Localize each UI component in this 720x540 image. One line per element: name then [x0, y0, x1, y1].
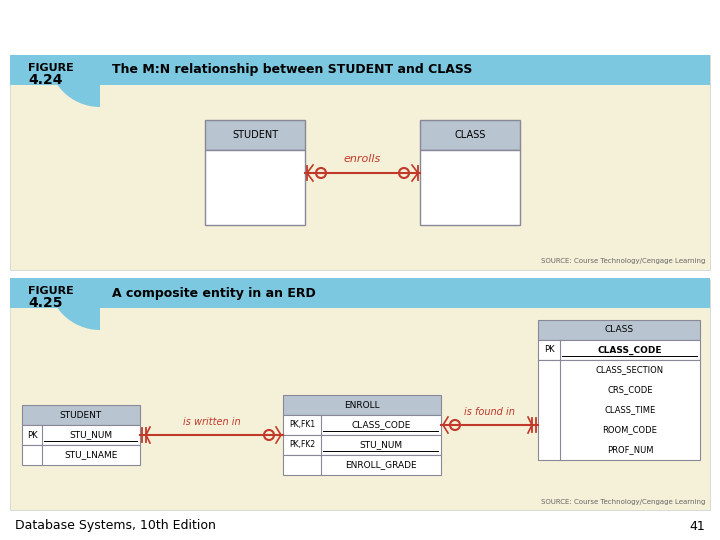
Text: ROOM_CODE: ROOM_CODE [603, 426, 657, 435]
Bar [22, 405, 140, 425]
Text: PK,FK2: PK,FK2 [289, 441, 315, 449]
Text: CLASS: CLASS [604, 326, 634, 334]
Text: CLASS_CODE: CLASS_CODE [598, 346, 662, 355]
Bar [10, 280, 710, 510]
Text: Database Systems, 10th Edition: Database Systems, 10th Edition [15, 519, 216, 532]
Bar [420, 150, 520, 225]
Bar [10, 278, 710, 308]
Text: CLASS_SECTION: CLASS_SECTION [596, 366, 664, 375]
Text: PK,FK1: PK,FK1 [289, 421, 315, 429]
Text: CRS_CODE: CRS_CODE [607, 386, 653, 395]
Text: STUDENT: STUDENT [60, 410, 102, 420]
Bar [283, 455, 441, 475]
Text: PK: PK [27, 430, 37, 440]
Text: FIGURE: FIGURE [28, 286, 73, 296]
Text: STU_NUM: STU_NUM [69, 430, 112, 440]
Text: A composite entity in an ERD: A composite entity in an ERD [112, 287, 316, 300]
Text: CLASS: CLASS [454, 130, 486, 140]
Text: ENROLL_GRADE: ENROLL_GRADE [345, 461, 417, 469]
Text: ENROLL: ENROLL [344, 401, 380, 409]
Bar [22, 445, 140, 465]
Bar [283, 435, 441, 455]
Bar [22, 425, 140, 445]
Bar [205, 150, 305, 225]
Bar [283, 395, 441, 415]
Bar [283, 415, 441, 435]
Text: SOURCE: Course Technology/Cengage Learning: SOURCE: Course Technology/Cengage Learni… [541, 258, 705, 264]
Text: STUDENT: STUDENT [232, 130, 278, 140]
Bar [538, 340, 700, 360]
Text: STU_NUM: STU_NUM [359, 441, 402, 449]
Bar [420, 120, 520, 150]
Text: 4.25: 4.25 [28, 296, 63, 310]
Bar [10, 55, 710, 85]
Bar [538, 360, 700, 460]
Bar [205, 120, 305, 150]
Text: enrolls: enrolls [344, 154, 381, 164]
Text: STU_LNAME: STU_LNAME [64, 450, 117, 460]
Text: PK: PK [544, 346, 554, 354]
Text: is found in: is found in [464, 407, 515, 417]
Bar [10, 55, 710, 270]
Text: FIGURE: FIGURE [28, 63, 73, 73]
Text: 41: 41 [689, 519, 705, 532]
Text: CLASS_CODE: CLASS_CODE [351, 421, 410, 429]
Bar [538, 320, 700, 340]
Wedge shape [48, 278, 100, 330]
Text: SOURCE: Course Technology/Cengage Learning: SOURCE: Course Technology/Cengage Learni… [541, 499, 705, 505]
Wedge shape [48, 55, 100, 107]
Text: PROF_NUM: PROF_NUM [607, 446, 653, 455]
Text: CLASS_TIME: CLASS_TIME [604, 406, 656, 415]
Text: is written in: is written in [183, 417, 240, 427]
Text: The M:N relationship between STUDENT and CLASS: The M:N relationship between STUDENT and… [112, 64, 472, 77]
Text: 4.24: 4.24 [28, 73, 63, 87]
